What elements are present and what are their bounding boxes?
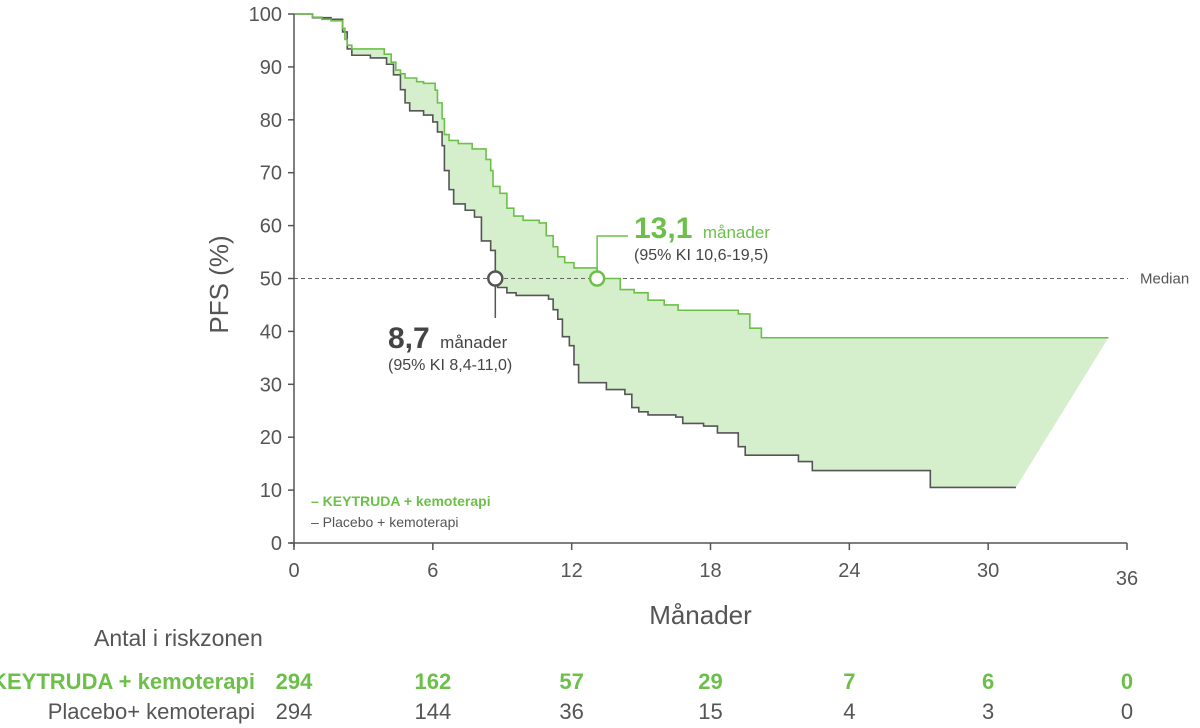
series-line-keytruda xyxy=(294,13,1109,339)
risk-row-label-keytruda: KEYTRUDA + kemoterapi xyxy=(0,669,255,694)
median-label: Median xyxy=(1140,271,1189,288)
risk-value-placebo: 3 xyxy=(982,699,994,724)
risk-value-keytruda: 162 xyxy=(414,669,451,694)
keytruda-median-leader xyxy=(596,235,628,272)
risk-value-keytruda: 294 xyxy=(276,669,313,694)
placebo-median-unit: månader xyxy=(440,333,507,352)
risk-value-keytruda: 0 xyxy=(1121,669,1133,694)
x-tick-label: 18 xyxy=(699,560,721,582)
x-tick-label: 12 xyxy=(561,560,583,582)
shaded-difference-area xyxy=(294,14,1109,488)
risk-value-keytruda: 57 xyxy=(559,669,583,694)
keytruda-median-unit: månader xyxy=(703,223,770,242)
difference-area xyxy=(294,14,1109,488)
y-tick-label: 100 xyxy=(249,4,282,26)
y-tick-label: 60 xyxy=(260,216,282,238)
median-annotation-keytruda: 13,1 månader (95% KI 10,6-19,5) xyxy=(588,212,770,287)
legend-entry-keytruda: – KEYTRUDA + kemoterapi xyxy=(311,493,491,509)
keytruda-median-value: 13,1 xyxy=(634,212,692,245)
risk-value-placebo: 294 xyxy=(276,699,313,724)
risk-table: Antal i riskzonen KEYTRUDA + kemoterapi … xyxy=(0,625,1133,724)
keytruda-median-ci: (95% KI 10,6-19,5) xyxy=(634,247,768,264)
risk-value-placebo: 0 xyxy=(1121,699,1133,724)
risk-value-placebo: 36 xyxy=(559,699,583,724)
x-tick-label: 30 xyxy=(977,560,999,582)
y-tick-label: 40 xyxy=(260,321,282,343)
y-tick-label: 20 xyxy=(260,427,282,449)
median-annotation-placebo: 8,7 månader (95% KI 8,4-11,0) xyxy=(388,270,512,374)
x-tick-label: 0 xyxy=(288,560,299,582)
risk-value-placebo: 4 xyxy=(843,699,855,724)
y-tick-label: 70 xyxy=(260,163,282,185)
risk-value-placebo: 15 xyxy=(698,699,722,724)
risk-value-keytruda: 29 xyxy=(698,669,722,694)
legend: – KEYTRUDA + kemoterapi – Placebo + kemo… xyxy=(311,493,491,530)
placebo-median-marker xyxy=(487,270,504,287)
y-tick-label: 80 xyxy=(260,110,282,132)
risk-row-label-placebo: Placebo+ kemoterapi xyxy=(48,699,255,724)
legend-entry-placebo: – Placebo + kemoterapi xyxy=(311,514,458,530)
risk-table-title: Antal i riskzonen xyxy=(94,625,263,651)
risk-table-values: 294 162 57 29 7 6 0 294 144 36 15 4 3 0 xyxy=(276,669,1133,724)
y-tick-label: 0 xyxy=(271,533,282,555)
x-tick-label: 6 xyxy=(427,560,438,582)
tick-labels: 0 10 20 30 40 50 60 70 80 90 100 0 6 12 18 24 30 36 xyxy=(249,4,1139,590)
y-tick-label: 50 xyxy=(260,269,282,291)
keytruda-median-text: 13,1 månader xyxy=(634,212,770,245)
y-axis-label: PFS (%) xyxy=(204,235,234,333)
axes xyxy=(288,13,1128,550)
x-tick-label: 24 xyxy=(838,560,860,582)
y-tick-label: 90 xyxy=(260,57,282,79)
x-axis-label: Månader xyxy=(649,600,752,630)
risk-value-keytruda: 7 xyxy=(843,669,855,694)
placebo-median-ci: (95% KI 8,4-11,0) xyxy=(388,357,512,374)
risk-value-placebo: 144 xyxy=(414,699,451,724)
y-tick-label: 30 xyxy=(260,374,282,396)
y-tick-label: 10 xyxy=(260,480,282,502)
placebo-median-value: 8,7 xyxy=(388,322,430,355)
x-tick-label: 36 xyxy=(1116,568,1138,590)
risk-value-keytruda: 6 xyxy=(982,669,994,694)
placebo-median-text: 8,7 månader xyxy=(388,322,508,355)
keytruda-median-marker xyxy=(588,270,606,287)
